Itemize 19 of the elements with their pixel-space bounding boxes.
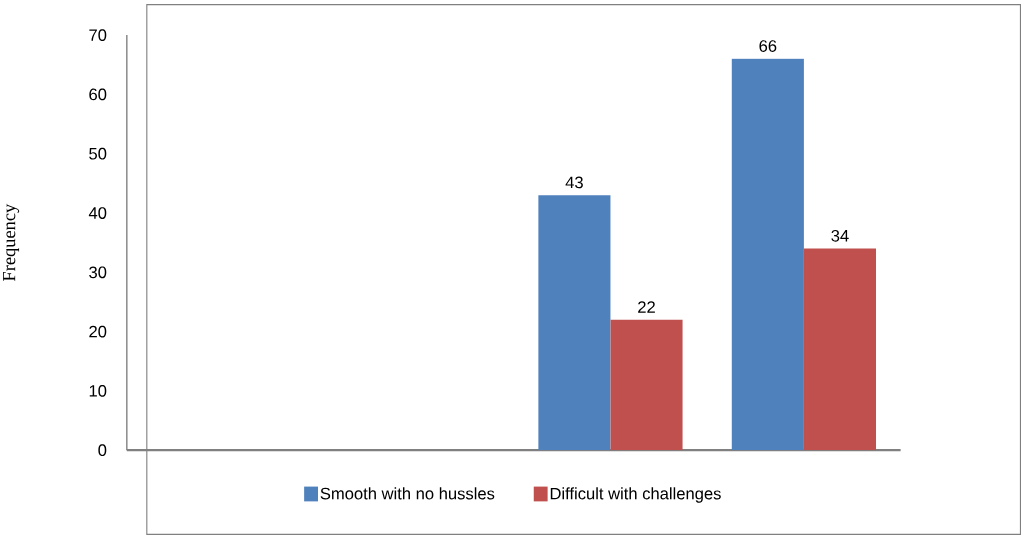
y-tick-label: 20	[89, 325, 107, 338]
data-label: 34	[831, 229, 849, 242]
bar	[803, 248, 877, 451]
y-tick-label: 10	[89, 384, 107, 397]
legend-label: Difficult with challenges	[550, 487, 721, 503]
bar	[538, 195, 611, 451]
y-tick-label: 40	[88, 207, 107, 219]
y-tick-label: 60	[89, 88, 107, 101]
y-tick-label: 70	[89, 29, 107, 41]
data-label: 22	[638, 301, 655, 313]
data-label: 43	[565, 176, 583, 189]
bar	[610, 319, 683, 451]
y-tick-label: 50	[89, 147, 107, 160]
bar	[731, 58, 804, 451]
y-tick-label: 0	[98, 444, 107, 457]
data-label: 66	[759, 40, 777, 52]
y-axis-title: Frequency	[3, 203, 20, 281]
y-tick-label: 30	[89, 266, 107, 279]
legend-label: Smooth with no hussles	[320, 487, 495, 500]
